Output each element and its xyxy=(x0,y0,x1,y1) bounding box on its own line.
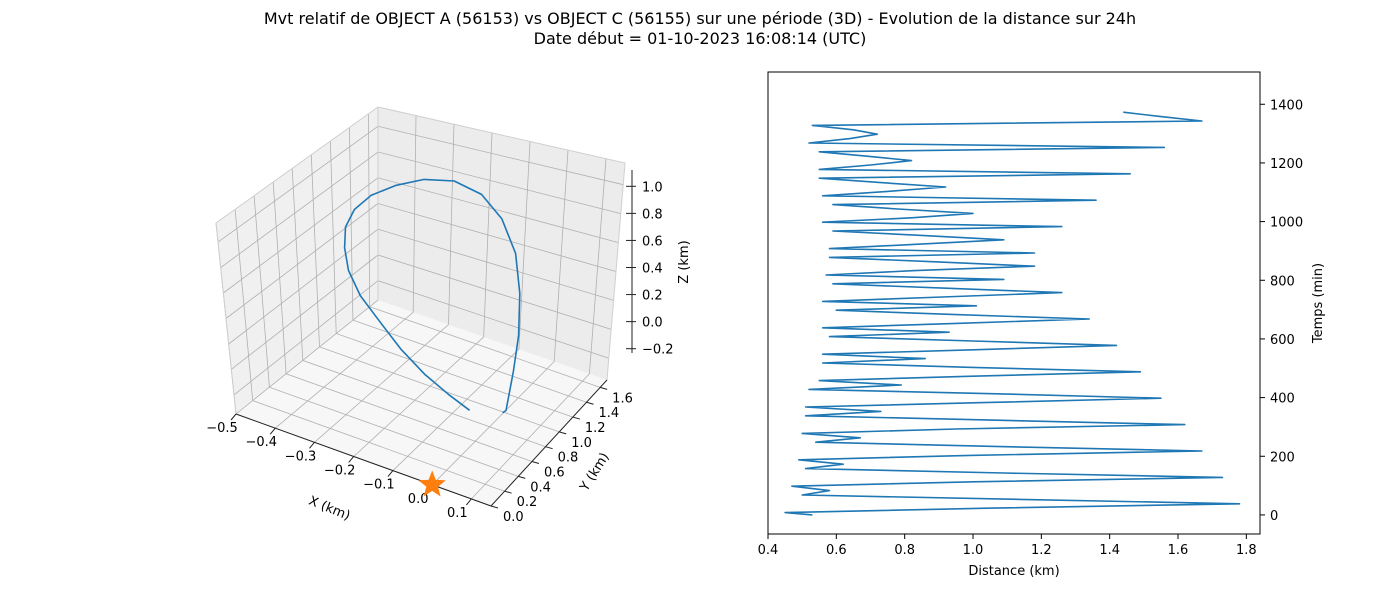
y-axis-label: Temps (min) xyxy=(1311,263,1326,344)
x-axis-label: X (km) xyxy=(306,494,352,524)
x-gridline xyxy=(471,158,607,500)
x-tick-mark xyxy=(466,498,472,506)
z-tick-label: 0.8 xyxy=(642,207,663,222)
x-tick-mark xyxy=(309,441,315,449)
x-tick-mark xyxy=(348,456,355,463)
y-tick-label: 0 xyxy=(1270,509,1278,524)
x-gridline xyxy=(314,124,455,443)
trajectory-line xyxy=(343,178,521,414)
z-tick-label: 0.0 xyxy=(642,316,663,331)
figure-title-line1: Mvt relatif de OBJECT A (56153) vs OBJEC… xyxy=(264,9,1136,28)
x-tick-label: −0.3 xyxy=(285,449,317,464)
x-tick-mark xyxy=(269,427,276,435)
y-tick-label: 1000 xyxy=(1270,216,1303,231)
pane-back-wall xyxy=(378,107,625,380)
y-tick-mark xyxy=(504,490,512,494)
x-tick-label: 0.4 xyxy=(758,543,779,558)
y-tick-mark xyxy=(545,446,553,450)
x-tick-label: −0.1 xyxy=(363,478,395,493)
y-tick-label: 0.4 xyxy=(530,480,551,495)
z-tick-label: 0.6 xyxy=(642,234,663,249)
y-tick-mark xyxy=(531,461,540,465)
figure-title-line2: Date début = 01-10-2023 16:08:14 (UTC) xyxy=(534,29,867,48)
z-tick-label: 0.4 xyxy=(642,262,663,277)
y-tick-label: 1.2 xyxy=(585,421,606,436)
y-tick-label: 1400 xyxy=(1270,98,1303,113)
x-tick-label: 0.1 xyxy=(447,506,468,521)
chart-3d-trajectory: −0.5−0.4−0.3−0.2−0.10.00.1 0.00.20.40.60.… xyxy=(206,106,692,525)
x-gridline xyxy=(392,141,531,471)
y-tick-label: 0.0 xyxy=(503,510,524,525)
x-axis-line xyxy=(235,413,492,507)
y-tick-mark xyxy=(600,386,608,390)
y-gridline xyxy=(234,209,505,492)
y-gridline xyxy=(272,182,533,462)
x-tick-label: 1.8 xyxy=(1236,543,1257,558)
y-tick-label: 1.6 xyxy=(612,391,633,406)
y-tick-label: 0.8 xyxy=(558,451,579,466)
y-tick-mark xyxy=(559,431,567,435)
y-gridline xyxy=(310,154,560,433)
y-tick-label: 1.4 xyxy=(599,406,620,421)
y-tick-label: 400 xyxy=(1270,392,1295,407)
x-tick-label: −0.2 xyxy=(324,463,356,478)
x-tick-label: 1.0 xyxy=(963,543,984,558)
z-axis-label: Z (km) xyxy=(677,240,692,283)
y-tick-label: 200 xyxy=(1270,450,1295,465)
x-gridline xyxy=(431,150,569,486)
y-tick-mark xyxy=(518,475,526,479)
x-tick-mark xyxy=(230,413,237,421)
y-gridline xyxy=(291,168,546,448)
x-tick-label: 0.6 xyxy=(826,543,847,558)
y-tick-mark xyxy=(586,401,594,405)
y-gridline xyxy=(330,141,574,418)
x-axis-label: Distance (km) xyxy=(968,564,1059,579)
distance-line xyxy=(784,111,1241,516)
y-tick-label: 1.0 xyxy=(571,436,592,451)
x-tick-mark xyxy=(387,470,394,477)
chart-distance-vs-time: 0.4 0.6 0.8 1.0 1.2 1.4 1.6 1.8 0 200 400 600 800 100… xyxy=(758,71,1326,579)
x-tick-label: −0.5 xyxy=(206,421,238,436)
y-tick-label: 0.2 xyxy=(517,495,538,510)
z-tick-label: −0.2 xyxy=(642,343,674,358)
x-tick-label: 0.0 xyxy=(408,492,429,507)
origin-star-marker xyxy=(418,470,446,497)
x-tick-label: −0.4 xyxy=(245,435,277,450)
z-tick-label: 1.0 xyxy=(642,180,663,195)
y-tick-label: 1200 xyxy=(1270,157,1303,172)
y-gridline xyxy=(253,195,519,477)
y-tick-label: 800 xyxy=(1270,274,1295,289)
y-axis-label: Y (km) xyxy=(577,450,613,495)
x-tick-label: 0.8 xyxy=(894,543,915,558)
y-axis-line xyxy=(490,379,608,507)
y-tick-label: 600 xyxy=(1270,333,1295,348)
x-gridline xyxy=(353,132,493,457)
z-tick-label: 0.2 xyxy=(642,289,663,304)
y-gridline xyxy=(349,127,587,403)
y-tick-label: 0.6 xyxy=(544,466,565,481)
y-tick-mark xyxy=(572,416,581,420)
x-tick-label: 1.4 xyxy=(1099,543,1120,558)
y-tick-mark xyxy=(490,505,499,509)
x-tick-label: 1.6 xyxy=(1168,543,1189,558)
x-tick-label: 1.2 xyxy=(1031,543,1052,558)
